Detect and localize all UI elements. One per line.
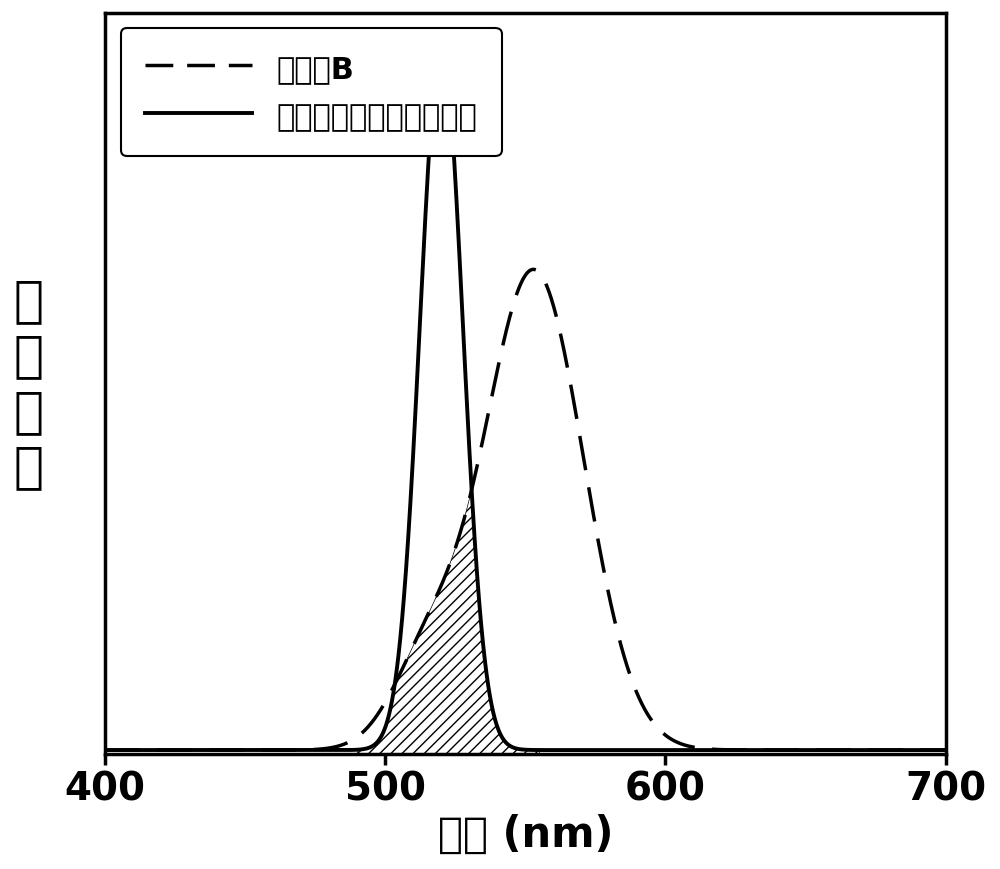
Legend: 罗丹明B, 钙钛矿量子点复合纤维膜: 罗丹明B, 钙钛矿量子点复合纤维膜 xyxy=(121,30,502,156)
Y-axis label: 相
对
强
度: 相 对 强 度 xyxy=(14,276,44,491)
X-axis label: 波长 (nm): 波长 (nm) xyxy=(438,813,613,855)
